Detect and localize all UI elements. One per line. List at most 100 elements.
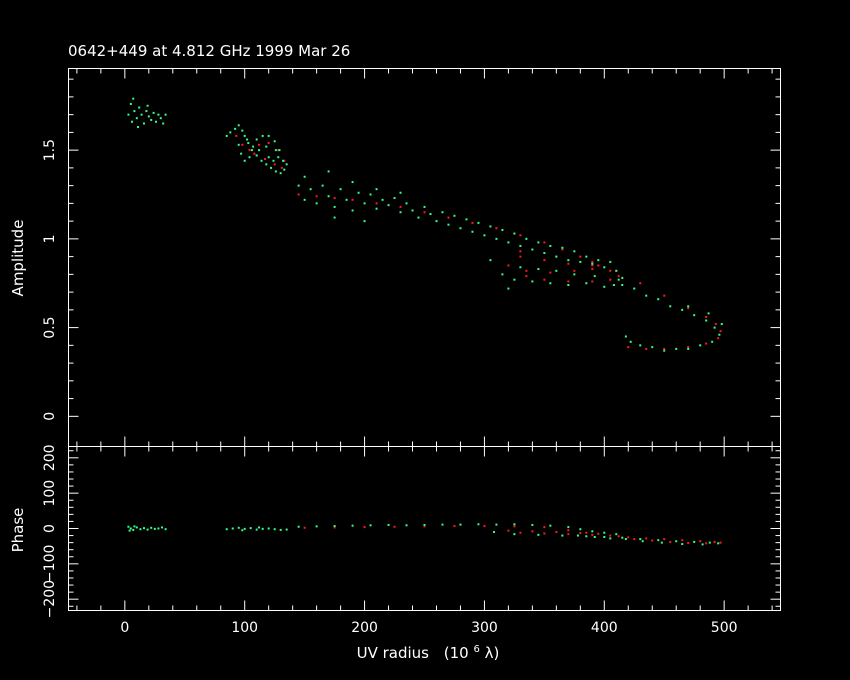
data-point [555, 531, 558, 534]
data-point [280, 166, 283, 169]
data-point [537, 533, 540, 536]
data-point [333, 205, 336, 208]
data-point [720, 323, 723, 326]
phase-panel: 200 100 0 −100−200 0 100 200 300 400 500 Phase [9, 444, 781, 636]
data-point [621, 284, 624, 287]
data-point [675, 347, 678, 350]
data-point [139, 528, 142, 531]
data-point [609, 260, 612, 263]
data-point [351, 198, 354, 201]
data-point [250, 149, 253, 152]
data-point [264, 158, 267, 161]
data-point [265, 145, 268, 148]
data-point [315, 195, 318, 198]
data-point [681, 539, 684, 542]
data-point [465, 218, 468, 221]
amp-y-tick-label: 0.5 [42, 316, 58, 338]
data-point [150, 526, 153, 529]
data-point [513, 533, 516, 536]
data-point [629, 340, 632, 343]
data-point [621, 536, 624, 539]
data-point [248, 156, 251, 159]
data-point [699, 344, 702, 347]
data-point [609, 537, 612, 540]
x-axis-title-end: λ) [485, 644, 500, 662]
data-point [579, 528, 582, 531]
data-point [128, 529, 131, 532]
data-point [657, 539, 660, 542]
data-point [155, 120, 158, 123]
data-point [132, 528, 135, 531]
data-point [519, 531, 522, 534]
data-point [270, 166, 273, 169]
data-point [573, 273, 576, 276]
data-point [693, 540, 696, 543]
data-point [150, 118, 153, 121]
data-point [707, 312, 710, 315]
data-point [441, 523, 444, 526]
data-point [387, 204, 390, 207]
phase-points [127, 523, 722, 546]
x-tick-label: 0 [120, 620, 129, 636]
data-point [531, 280, 534, 283]
data-point [381, 198, 384, 201]
data-point [513, 232, 516, 235]
data-point [135, 526, 138, 529]
data-point [543, 259, 546, 262]
phase-y-tick-label: 0 [42, 524, 58, 533]
data-point [327, 170, 330, 173]
data-point [585, 255, 588, 258]
data-point [441, 211, 444, 214]
amp-y-tick-label: 0 [42, 412, 58, 421]
data-point [537, 241, 540, 244]
data-point [241, 529, 244, 532]
data-point [585, 535, 588, 538]
data-point [617, 535, 620, 538]
phase-y-tick-label: 100 [42, 480, 58, 507]
data-point [229, 131, 232, 134]
data-point [543, 252, 546, 255]
data-point [615, 533, 618, 536]
data-point [555, 255, 558, 258]
data-point [549, 524, 552, 527]
data-point [624, 538, 627, 541]
data-point [351, 524, 354, 527]
data-point [153, 527, 156, 530]
data-point [143, 527, 146, 530]
data-point [243, 159, 246, 162]
data-point [639, 538, 642, 541]
data-point [405, 202, 408, 205]
data-point [277, 149, 280, 152]
phase-y-tick-label: −200 [42, 580, 58, 618]
data-point [146, 104, 149, 107]
data-point [411, 209, 414, 212]
data-point [609, 534, 612, 537]
x-axis-title-unit: (10 [444, 644, 469, 662]
data-point [718, 333, 721, 336]
data-point [681, 543, 684, 546]
data-point [129, 527, 132, 530]
data-point [519, 255, 522, 258]
data-point [687, 541, 690, 544]
data-point [525, 269, 528, 272]
data-point [705, 319, 708, 322]
data-point [645, 294, 648, 297]
data-point [717, 337, 720, 340]
data-point [285, 528, 288, 531]
data-point [146, 528, 149, 531]
plot-title: 0642+449 at 4.812 GHz 1999 Mar 26 [68, 42, 350, 60]
x-tick-label: 400 [591, 620, 618, 636]
data-point [147, 115, 150, 118]
data-point [519, 250, 522, 253]
data-point [495, 227, 498, 230]
data-point [274, 149, 277, 152]
data-point [621, 276, 624, 279]
data-point [687, 307, 690, 310]
x-tick-label: 200 [351, 620, 378, 636]
data-point [399, 191, 402, 194]
data-point [278, 149, 281, 152]
data-point [282, 159, 285, 162]
data-point [339, 188, 342, 191]
data-point [399, 205, 402, 208]
data-point [261, 527, 264, 530]
